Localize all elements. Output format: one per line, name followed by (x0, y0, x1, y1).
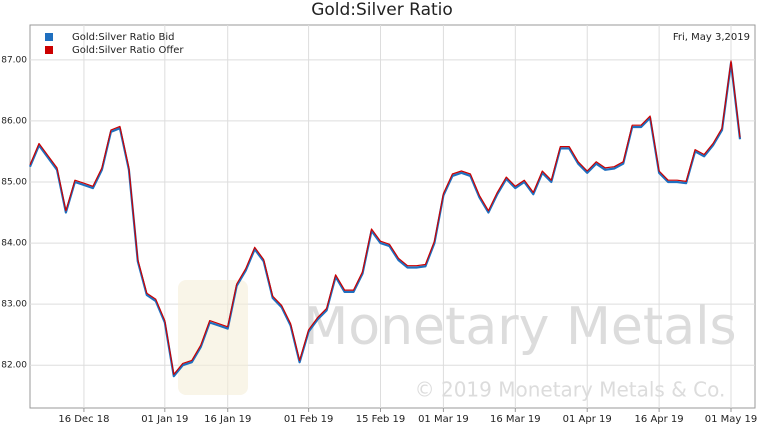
x-tick-label: 16 Apr 19 (635, 414, 684, 425)
copyright: © 2019 Monetary Metals & Co. (415, 378, 726, 402)
y-tick-label: 84.00 (1, 239, 27, 249)
chart-title: Gold:Silver Ratio (311, 0, 453, 20)
plot-frame (29, 24, 756, 409)
watermark-logo (178, 280, 248, 395)
legend-label: Gold:Silver Ratio Bid (72, 32, 174, 43)
legend-label: Gold:Silver Ratio Offer (72, 45, 184, 56)
x-tick-label: 15 Feb 19 (356, 414, 406, 425)
x-tick-label: 01 Feb 19 (284, 414, 334, 425)
x-tick-label: 01 May 19 (705, 414, 757, 425)
x-tick-label: 16 Dec 18 (58, 414, 109, 425)
x-tick-label: 16 Mar 19 (490, 414, 541, 425)
legend-swatch (45, 33, 53, 41)
y-tick-label: 82.00 (1, 361, 27, 371)
series-line (28, 61, 742, 378)
grid (30, 25, 755, 412)
y-tick-label: 87.00 (1, 55, 27, 65)
watermark: Monetary Metals (303, 297, 736, 357)
y-tick-label: 85.00 (1, 177, 27, 187)
date-annotation: Fri, May 3,2019 (673, 32, 750, 43)
y-tick-label: 86.00 (1, 116, 27, 126)
lines (28, 60, 742, 378)
x-tick-label: 16 Jan 19 (204, 414, 251, 425)
legend: Gold:Silver Ratio Bid Gold:Silver Ratio O… (45, 32, 184, 56)
legend-swatch (45, 46, 53, 54)
x-tick-label: 01 Jan 19 (141, 414, 188, 425)
x-tick-label: 01 Mar 19 (418, 414, 469, 425)
series-line (29, 60, 741, 375)
y-tick-label: 83.00 (1, 300, 27, 310)
x-tick-label: 01 Apr 19 (563, 414, 612, 425)
